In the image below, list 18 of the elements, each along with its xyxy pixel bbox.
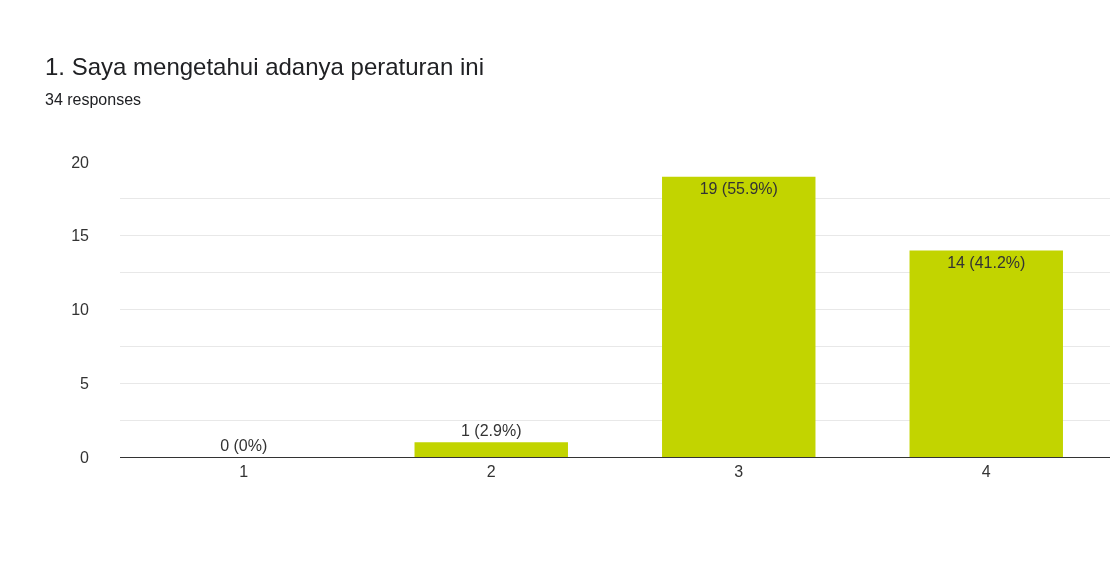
chart-title: 1. Saya mengetahui adanya peraturan ini bbox=[45, 53, 484, 81]
chart-subtitle: 34 responses bbox=[45, 91, 142, 108]
data-label: 1 (2.9%) bbox=[461, 422, 522, 440]
bar bbox=[414, 442, 568, 457]
x-tick-label: 4 bbox=[981, 463, 991, 481]
data-label: 0 (0%) bbox=[220, 437, 268, 454]
y-tick-label: 10 bbox=[71, 301, 90, 319]
x-tick-label: 3 bbox=[734, 463, 744, 481]
y-tick-label: 15 bbox=[71, 227, 90, 245]
y-tick-label: 20 bbox=[71, 153, 90, 171]
y-tick-label: 5 bbox=[80, 374, 90, 392]
bar bbox=[909, 250, 1063, 457]
x-tick-label: 2 bbox=[486, 463, 496, 481]
data-label: 14 (41.2%) bbox=[947, 253, 1026, 271]
data-label: 19 (55.9%) bbox=[699, 179, 778, 197]
bar bbox=[662, 176, 816, 457]
x-tick-label: 1 bbox=[239, 463, 249, 481]
y-tick-label: 0 bbox=[80, 448, 90, 466]
